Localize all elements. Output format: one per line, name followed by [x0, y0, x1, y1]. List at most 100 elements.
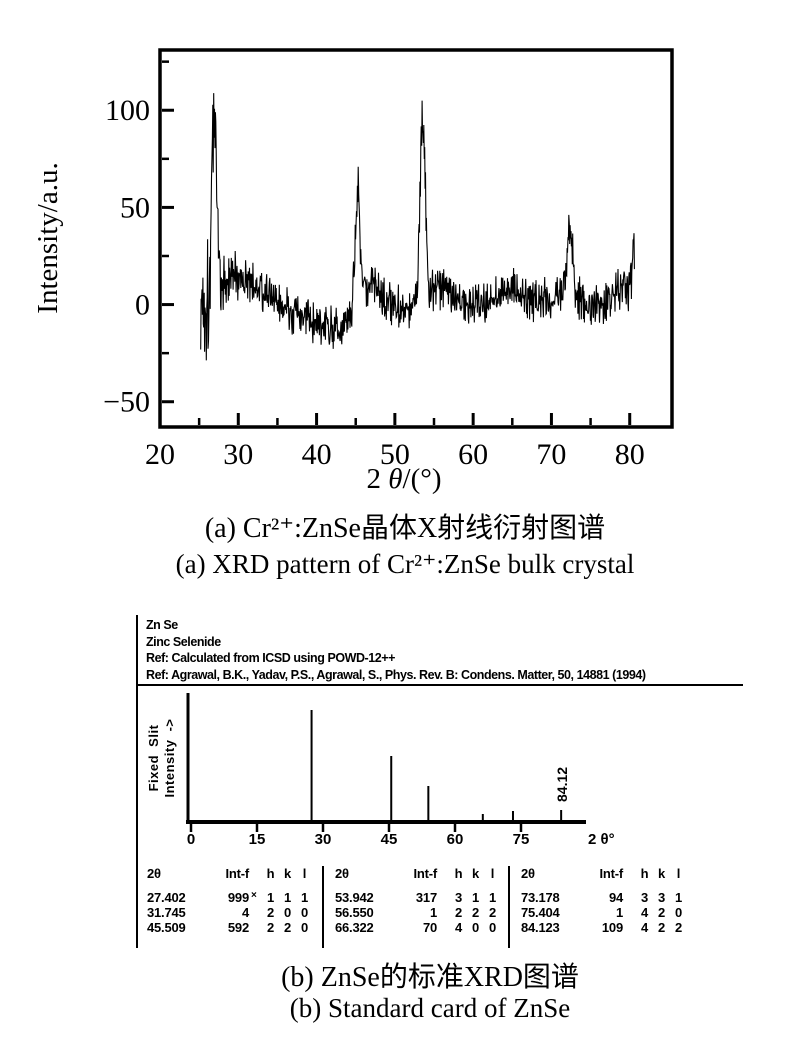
- table-cell: 0: [674, 905, 683, 920]
- y-tick-label: 100: [105, 94, 150, 127]
- table-cell: 2: [283, 920, 292, 935]
- table-row: 27.402 999 × 1 1 1: [147, 890, 322, 905]
- table-cell: 2: [266, 920, 275, 935]
- stick-y-axis-label-line: Fixed Slit: [146, 724, 161, 791]
- table-cell: 1: [615, 905, 623, 920]
- table-cell: 1: [283, 890, 292, 905]
- x-tick-label: 60: [458, 438, 488, 471]
- table-cell: [623, 903, 636, 918]
- table-cell: 0: [283, 905, 292, 920]
- table-header-cell: 2θ: [521, 866, 535, 881]
- table-cell: 73.178: [521, 890, 560, 905]
- stick-x-tick-label: 0: [187, 831, 195, 848]
- table-cell: 1: [266, 890, 275, 905]
- table-header-cell: l: [490, 866, 495, 881]
- table-header-cell: h: [454, 866, 463, 881]
- xrd-pattern-chart: 20 30 40 50 60 70 80 −50 0 50 100 Intensity/a.u. 2 θ…: [32, 48, 674, 495]
- table-cell: 0: [488, 920, 497, 935]
- x-tick-label: 40: [302, 438, 332, 471]
- table-cell: 592: [227, 920, 249, 935]
- card-compound-symbol: Zn Se: [146, 618, 178, 632]
- table-cell: 94: [608, 890, 623, 905]
- x-tick-label: 20: [145, 438, 175, 471]
- table-row: 53.942 317 3 1 1: [335, 890, 508, 905]
- table-cell: 70: [422, 920, 437, 935]
- table-row: 66.322 70 4 0 0: [335, 920, 508, 935]
- table-cell: 3: [657, 890, 666, 905]
- table-group: 2θ Int-f h k l 27.402 999 × 1 1 1 31.745 4 2 0 0 45.509 5…: [136, 866, 322, 948]
- table-cell: 2: [488, 905, 497, 920]
- table-header-cell: Int-f: [225, 866, 249, 881]
- table-row: 56.550 1 2 2 2: [335, 905, 508, 920]
- table-cell: 45.509: [147, 920, 186, 935]
- table-cell: 1: [300, 890, 309, 905]
- table-cell: 75.404: [521, 905, 560, 920]
- table-cell: 4: [640, 920, 649, 935]
- table-cell: 3: [454, 890, 463, 905]
- table-row: 45.509 592 2 2 0: [147, 920, 322, 935]
- x-tick-label: 30: [223, 438, 253, 471]
- table-cell: 317: [415, 890, 437, 905]
- table-cell: 4: [640, 905, 649, 920]
- stick-x-tick-label: 60: [447, 831, 464, 848]
- table-cell: 2: [657, 920, 666, 935]
- caption-b-en: (b) Standard card of ZnSe: [289, 993, 571, 1023]
- x-axis-label: 2 θ/(°): [367, 463, 442, 495]
- table-cell: [437, 903, 450, 918]
- table-cell: 1: [429, 905, 437, 920]
- x-tick-label: 50: [380, 438, 410, 471]
- table-cell: 56.550: [335, 905, 374, 920]
- table-header-cell: k: [283, 866, 292, 881]
- table-cell: [249, 903, 262, 918]
- table-row: 84.123 109 4 2 2: [521, 920, 694, 935]
- table-row: 75.404 1 4 2 0: [521, 905, 694, 920]
- card-ref-calculated: Ref: Calculated from ICSD using POWD-12+…: [146, 651, 395, 665]
- table-header-cell: 2θ: [335, 866, 349, 881]
- table-cell: 84.123: [521, 920, 560, 935]
- table-cell: 2: [657, 905, 666, 920]
- card-compound-name: Zinc Selenide: [146, 634, 221, 649]
- table-cell: ×: [251, 890, 257, 901]
- table-cell: 66.322: [335, 920, 374, 935]
- table-cell: 4: [241, 905, 249, 920]
- table-header-row: 2θ Int-f h k l: [521, 866, 694, 881]
- y-tick-label: 0: [135, 289, 150, 322]
- table-header-cell: [249, 864, 262, 879]
- table-cell: 27.402: [147, 890, 186, 905]
- y-axis-label: Intensity/a.u.: [32, 162, 64, 313]
- table-row: 73.178 94 3 3 1: [521, 890, 694, 905]
- table-header-row: 2θ Int-f h k l: [335, 866, 508, 881]
- table-cell: 0: [300, 905, 309, 920]
- table-cell: 2: [454, 905, 463, 920]
- card-header: Zn Se Zinc Selenide Ref: Calculated from…: [146, 617, 746, 683]
- stick-x-tick-label: 15: [249, 831, 266, 848]
- table-cell: 0: [300, 920, 309, 935]
- xrd-trace: [200, 93, 635, 361]
- table-group: 2θ Int-f h k l 73.178 94 3 3 1 75.404 1 4 2 0 84.123 109…: [508, 866, 694, 948]
- x-tick-label: 70: [536, 438, 566, 471]
- table-header-cell: h: [640, 866, 649, 881]
- table-cell: 4: [454, 920, 463, 935]
- table-cell: 0: [471, 920, 480, 935]
- stick-x-tick-label: 45: [381, 831, 398, 848]
- y-tick-label: 50: [120, 191, 150, 224]
- table-row: 31.745 4 2 0 0: [147, 905, 322, 920]
- table-cell: 2: [266, 905, 275, 920]
- table-header-cell: k: [657, 866, 666, 881]
- card-header-rule: [136, 684, 743, 686]
- caption-a-zh: (a) Cr²⁺:ZnSe晶体X射线衍射图谱: [204, 513, 606, 544]
- table-header-cell: k: [471, 866, 480, 881]
- card-left-border: [136, 615, 138, 948]
- table-cell: [437, 888, 450, 903]
- table-cell: [249, 918, 262, 933]
- table-cell: 1: [488, 890, 497, 905]
- table-header-cell: [623, 864, 636, 879]
- table-cell: [437, 918, 450, 933]
- stick-x-tick-label: 75: [513, 831, 530, 848]
- table-cell: [623, 918, 636, 933]
- x-tick-label: 80: [615, 438, 645, 471]
- table-cell: 2: [471, 905, 480, 920]
- card-hkl-table: 2θ Int-f h k l 27.402 999 × 1 1 1 31.745 4 2 0 0 45.509 5…: [136, 858, 694, 948]
- table-header-cell: l: [302, 866, 307, 881]
- table-header-cell: l: [676, 866, 681, 881]
